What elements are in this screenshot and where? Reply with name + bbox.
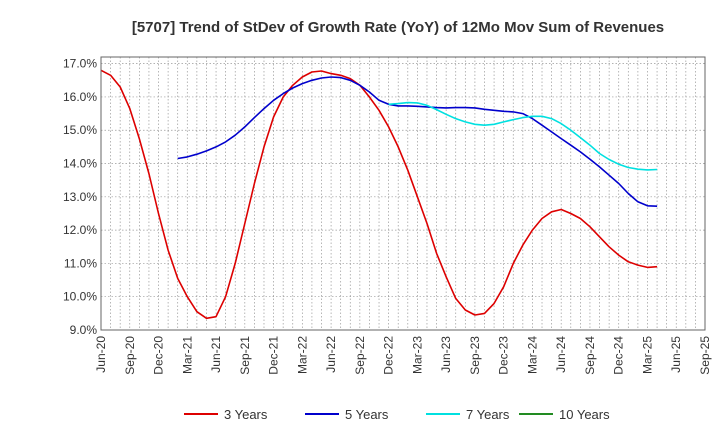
series-line-7-years xyxy=(388,101,658,171)
x-tick-label: Mar-23 xyxy=(410,336,424,374)
x-tick-label: Mar-21 xyxy=(180,336,194,374)
y-tick-label: 12.0% xyxy=(63,223,97,237)
legend-label-7-years: 7 Years xyxy=(466,407,510,422)
x-tick-label: Sep-20 xyxy=(123,336,137,375)
x-tick-label: Mar-24 xyxy=(525,336,539,374)
x-tick-label: Sep-24 xyxy=(583,336,597,375)
x-tick-label: Jun-21 xyxy=(209,336,223,373)
legend-label-10-years: 10 Years xyxy=(559,407,610,422)
x-tick-label: Jun-22 xyxy=(324,336,338,373)
y-tick-label: 10.0% xyxy=(63,290,97,304)
x-tick-label: Sep-21 xyxy=(238,336,252,375)
x-tick-label: Dec-22 xyxy=(382,336,396,375)
x-tick-label: Sep-22 xyxy=(353,336,367,375)
legend-label-3-years: 3 Years xyxy=(224,407,268,422)
x-tick-label: Dec-23 xyxy=(497,336,511,375)
x-tick-label: Mar-22 xyxy=(295,336,309,374)
x-axis: Jun-20 Sep-20 Dec-20 Mar-21 Jun-21 Sep-21 Dec-… xyxy=(94,336,712,375)
x-tick-label: Jun-25 xyxy=(669,336,683,373)
x-tick-label: Sep-23 xyxy=(468,336,482,375)
y-tick-label: 13.0% xyxy=(63,190,97,204)
series-line-3-years xyxy=(100,69,658,320)
y-tick-label: 11.0% xyxy=(64,256,97,270)
legend: 3 Years 5 Years 7 Years 10 Years xyxy=(184,407,610,422)
x-tick-label: Dec-20 xyxy=(152,336,166,375)
legend-label-5-years: 5 Years xyxy=(345,407,389,422)
y-tick-label: 15.0% xyxy=(63,123,97,137)
y-tick-label: 17.0% xyxy=(63,57,97,71)
x-tick-label: Mar-25 xyxy=(640,336,654,374)
x-tick-label: Jun-23 xyxy=(439,336,453,373)
y-axis: 9.0% 10.0% 11.0% 12.0% 13.0% 14.0% 15.0% 16.0% 1… xyxy=(63,57,97,337)
y-tick-label: 14.0% xyxy=(63,157,97,171)
x-tick-label: Dec-21 xyxy=(267,336,281,375)
chart-title: [5707] Trend of StDev of Growth Rate (Yo… xyxy=(132,19,664,36)
x-tick-label: Jun-20 xyxy=(94,336,108,373)
series-layer xyxy=(100,69,658,320)
x-tick-label: Sep-25 xyxy=(698,336,712,375)
y-tick-label: 9.0% xyxy=(70,323,98,337)
x-tick-label: Jun-24 xyxy=(554,336,568,373)
x-tick-label: Dec-24 xyxy=(612,336,626,375)
grid-layer xyxy=(100,57,706,331)
plot-frame xyxy=(100,56,706,331)
series-line-5-years xyxy=(177,76,658,207)
y-tick-label: 16.0% xyxy=(63,90,97,104)
